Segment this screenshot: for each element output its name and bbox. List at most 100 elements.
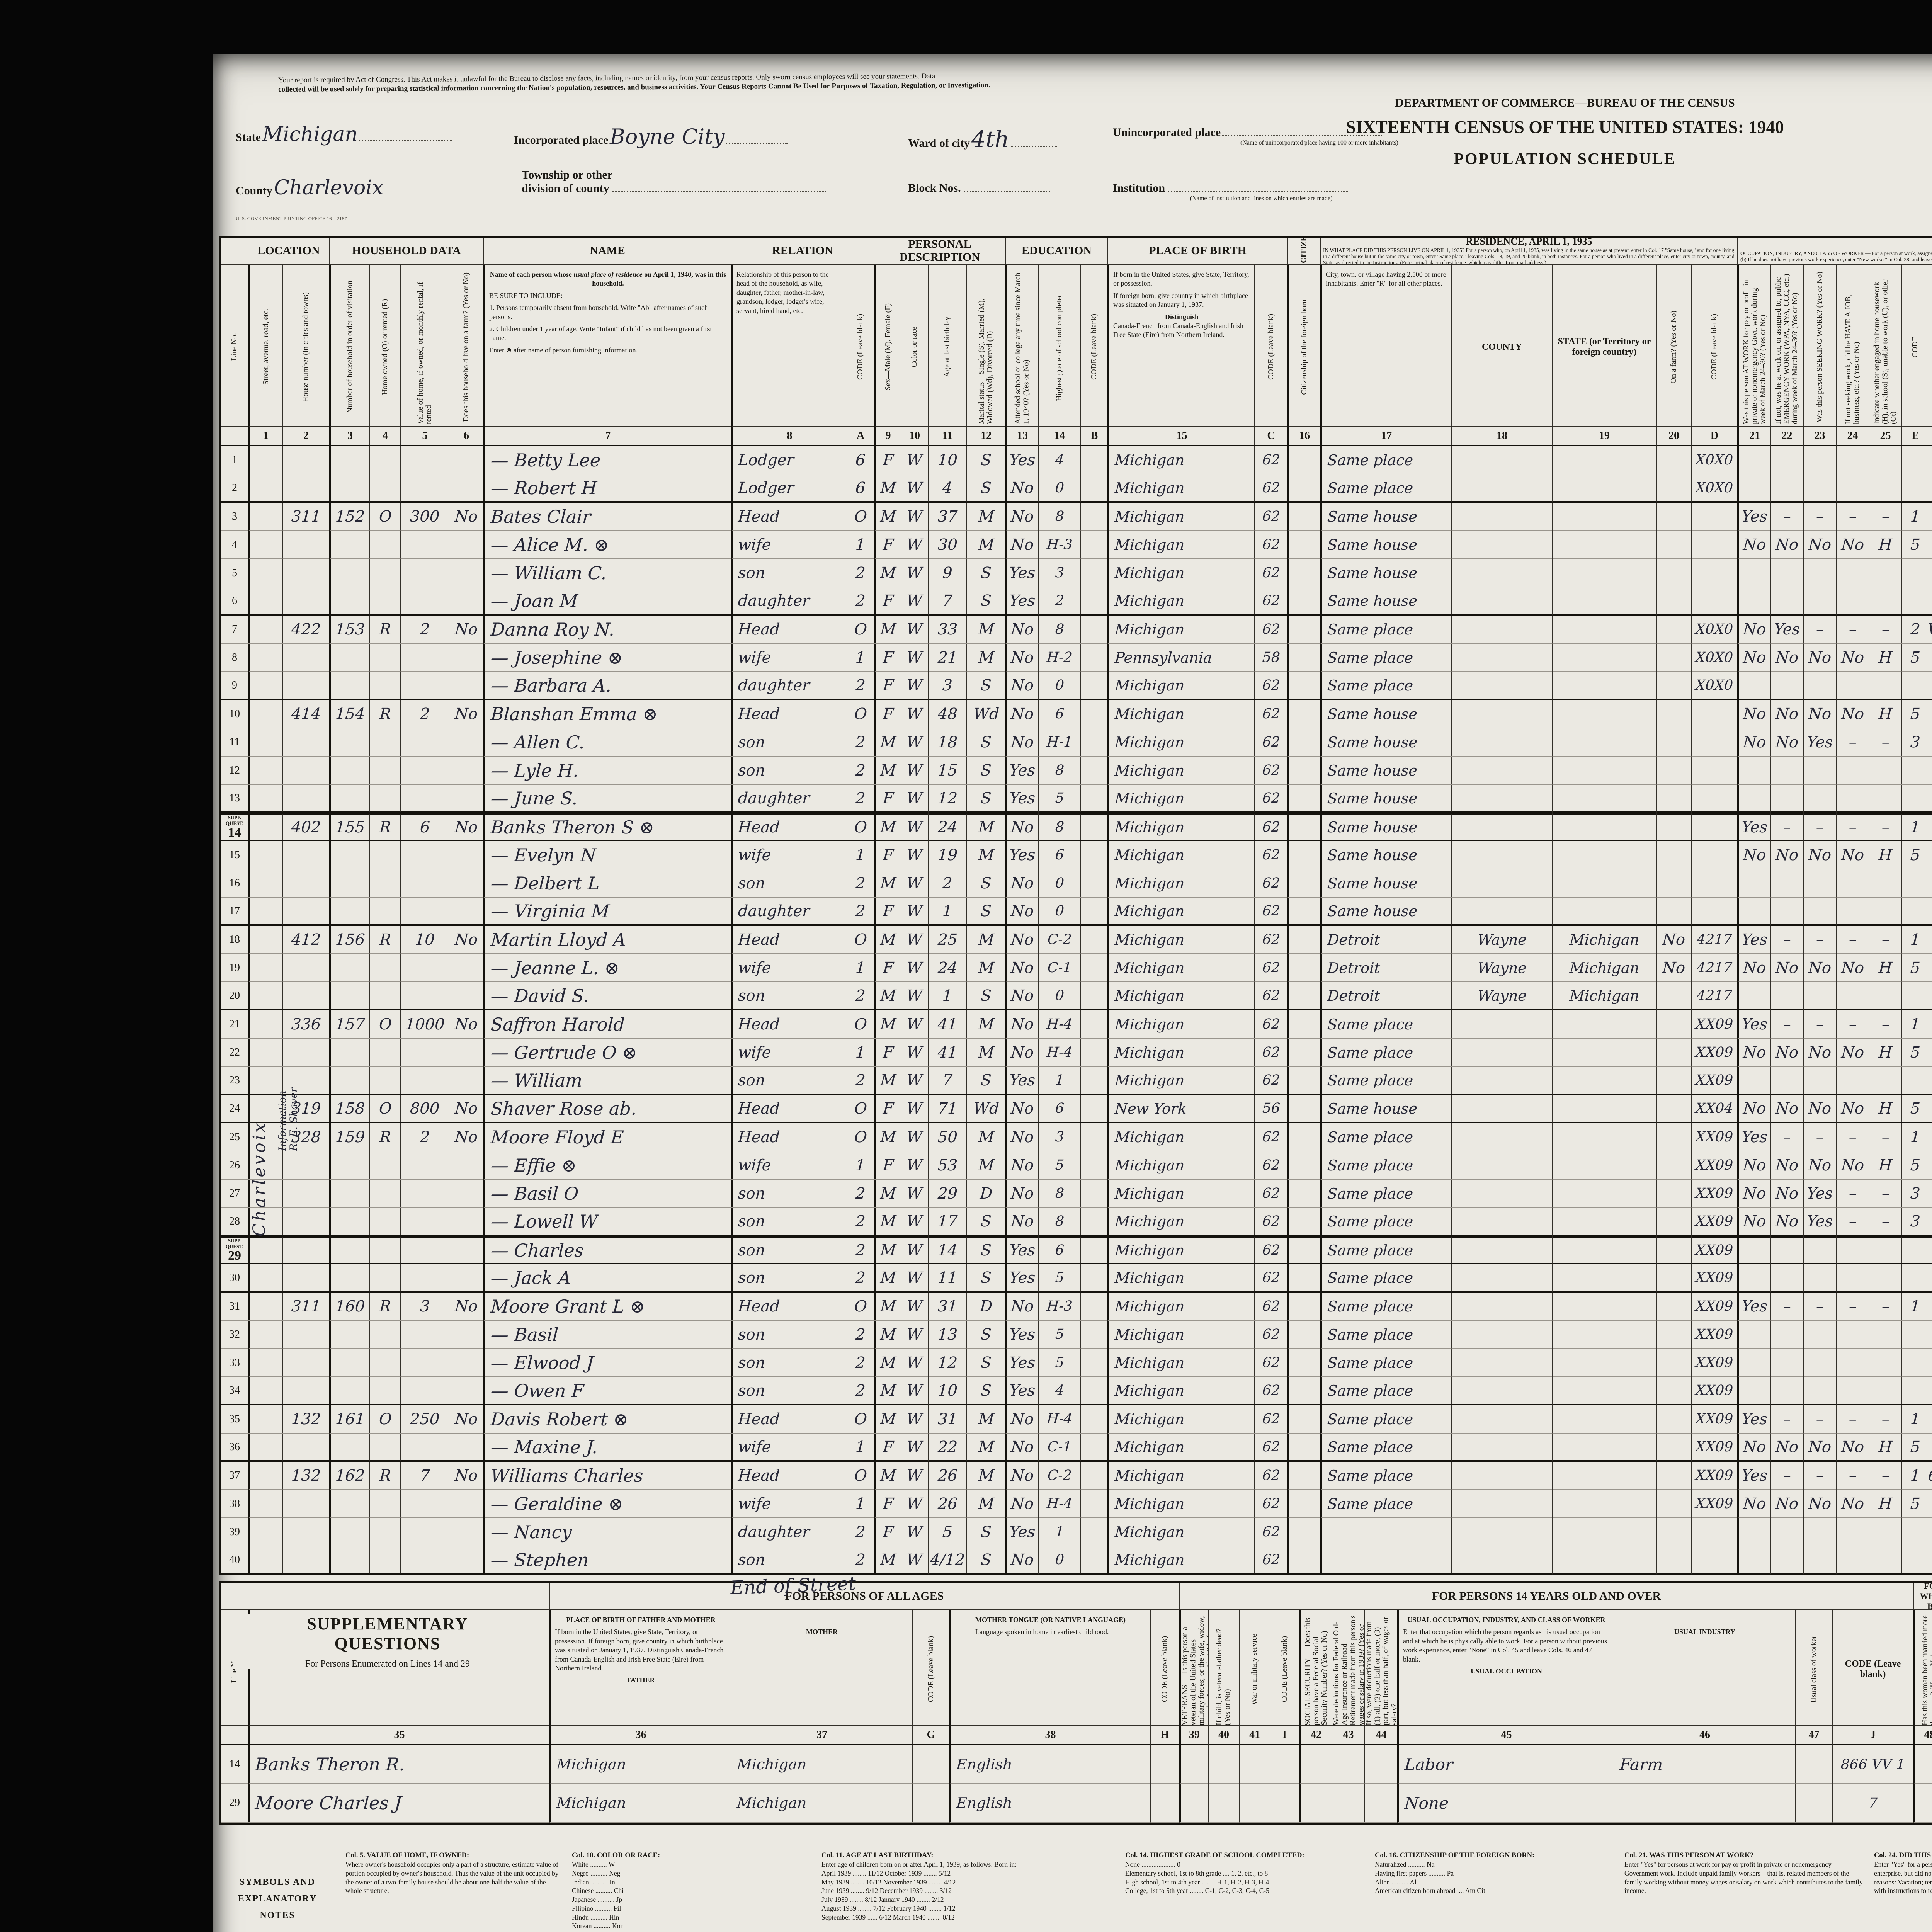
- cell-w24: [1837, 757, 1869, 785]
- cell-age: 14: [929, 1236, 967, 1264]
- cell-w25: H: [1869, 954, 1902, 982]
- cell-rst: [1553, 1095, 1657, 1123]
- cell-age: 24: [929, 813, 967, 841]
- column-label-cA: CODE (Leave blank): [847, 265, 874, 427]
- cell-cD: XX09: [1692, 1208, 1738, 1236]
- cell-cA: 2: [847, 1377, 874, 1405]
- line-number: 36: [221, 1434, 248, 1462]
- cell-v41: [1240, 1784, 1270, 1823]
- cell-gr: 0: [1039, 982, 1081, 1010]
- cell-cit: [1287, 700, 1321, 728]
- cell-sch: Yes: [1005, 841, 1039, 869]
- cell-hh: [329, 757, 370, 785]
- cell-rc: Same place: [1320, 1321, 1452, 1349]
- cell-rst: [1553, 898, 1657, 926]
- cell-rc: Detroit: [1320, 926, 1452, 954]
- cell-bp: Michigan: [1107, 1349, 1255, 1377]
- cell-cit: [1287, 474, 1321, 503]
- cell-farm: [449, 1208, 484, 1236]
- county-value: Charlevoix: [274, 176, 384, 199]
- cell-w24: –: [1837, 503, 1869, 531]
- cell-s43: [1332, 1784, 1365, 1823]
- cell-w24: [1837, 869, 1869, 898]
- cell-bp: Michigan: [1107, 728, 1255, 757]
- cell-sex: M: [874, 1462, 901, 1490]
- cell-mar: M: [967, 1039, 1006, 1067]
- cell-w24: No: [1837, 1095, 1869, 1123]
- column-label-cD: CODE (Leave blank): [1692, 265, 1738, 427]
- cell-name: — Lyle H.: [483, 757, 731, 785]
- cell-own: [370, 1349, 401, 1377]
- cell-v39: [1179, 1745, 1209, 1784]
- cell-mar: S: [967, 1208, 1006, 1236]
- cell-rel: wife: [731, 531, 847, 559]
- cell-rst: [1553, 1151, 1657, 1180]
- cell-sch: No: [1005, 898, 1039, 926]
- cell-own: [370, 1151, 401, 1180]
- cell-val: [401, 531, 449, 559]
- group-header: [221, 238, 248, 265]
- cell-rel: son: [731, 1067, 847, 1095]
- group-header: FOR PERSONS 14 YEARS OLD AND OVER—EMPLOY…: [1738, 238, 1932, 265]
- cell-hrs: [1929, 785, 1932, 813]
- cell-race: W: [901, 1462, 929, 1490]
- column-label-hh: Number of household in order of visitati…: [329, 265, 370, 427]
- column-number-age: 11: [929, 427, 967, 446]
- cell-val: 300: [401, 503, 449, 531]
- cell-rfa: [1657, 474, 1692, 503]
- cell-cE: 5: [1902, 531, 1929, 559]
- cell-farm: No: [449, 1462, 484, 1490]
- cell-cit: [1287, 1151, 1321, 1180]
- column-label-v39: VETERANS — Is this person a veteran of t…: [1179, 1610, 1209, 1726]
- cell-age: 30: [929, 531, 967, 559]
- cell-sex: F: [874, 1490, 901, 1518]
- cell-w22: No: [1771, 1095, 1804, 1123]
- cell-gr: 0: [1039, 1546, 1081, 1575]
- cell-val: [401, 587, 449, 616]
- cell-cit: [1287, 1490, 1321, 1518]
- cell-cB: [1081, 813, 1108, 841]
- cell-rco: [1452, 503, 1553, 531]
- cell-w23: No: [1804, 644, 1837, 672]
- cell-sch: No: [1005, 982, 1039, 1010]
- cell-farm: [449, 982, 484, 1010]
- column-number-cls47: 47: [1796, 1726, 1833, 1745]
- cell-val: 800: [401, 1095, 449, 1123]
- cell-w21: Yes: [1737, 503, 1771, 531]
- column-number-sex: 9: [874, 427, 901, 446]
- cell-farm: [449, 1434, 484, 1462]
- cell-own: R: [370, 700, 401, 728]
- cell-street: [248, 1405, 283, 1434]
- cell-name: — Barbara A.: [483, 672, 731, 700]
- cell-cE: 5: [1902, 1490, 1929, 1518]
- cell-cA: O: [847, 503, 874, 531]
- cell-w23: –: [1804, 616, 1837, 644]
- cell-house: 311: [283, 1293, 330, 1321]
- cell-rfa: [1657, 1010, 1692, 1039]
- cell-rc: Same house: [1320, 813, 1452, 841]
- cell-street: [248, 1264, 283, 1293]
- cell-mar: M: [967, 1462, 1006, 1490]
- cell-age: 13: [929, 1321, 967, 1349]
- cell-cE: 1: [1902, 1010, 1929, 1039]
- cell-v40: [1209, 1784, 1240, 1823]
- cell-mar: M: [967, 841, 1006, 869]
- cell-cA: O: [847, 926, 874, 954]
- cell-race: W: [901, 1434, 929, 1462]
- cell-sch: No: [1005, 1123, 1039, 1151]
- cell-bp: Michigan: [1107, 926, 1255, 954]
- cell-gr: 5: [1039, 1321, 1081, 1349]
- cell-mother: Michigan: [731, 1784, 913, 1823]
- cell-street: [248, 785, 283, 813]
- cell-rst: [1553, 1208, 1657, 1236]
- cell-bp: Michigan: [1107, 616, 1255, 644]
- cell-cE: 5: [1902, 644, 1929, 672]
- column-number-s43: 43: [1332, 1726, 1365, 1745]
- cell-age: 31: [929, 1405, 967, 1434]
- cell-sch: No: [1005, 1180, 1039, 1208]
- cell-house: 412: [283, 926, 330, 954]
- cell-rfa: [1657, 1151, 1692, 1180]
- cell-cit: [1287, 1095, 1321, 1123]
- cell-s44: [1365, 1784, 1398, 1823]
- cell-cB: [1081, 700, 1108, 728]
